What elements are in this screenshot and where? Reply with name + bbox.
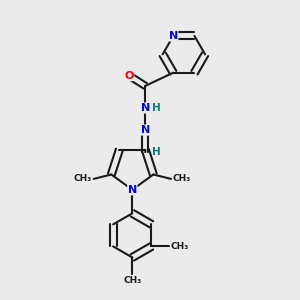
Text: N: N bbox=[128, 185, 137, 195]
Text: CH₃: CH₃ bbox=[171, 242, 189, 251]
Text: H: H bbox=[152, 147, 161, 157]
Text: N: N bbox=[141, 125, 150, 135]
Text: CH₃: CH₃ bbox=[123, 276, 142, 285]
Text: O: O bbox=[124, 70, 134, 81]
Text: N: N bbox=[141, 103, 150, 113]
Text: H: H bbox=[152, 103, 161, 113]
Text: CH₃: CH₃ bbox=[172, 174, 191, 183]
Text: CH₃: CH₃ bbox=[74, 174, 92, 183]
Text: N: N bbox=[169, 31, 178, 41]
